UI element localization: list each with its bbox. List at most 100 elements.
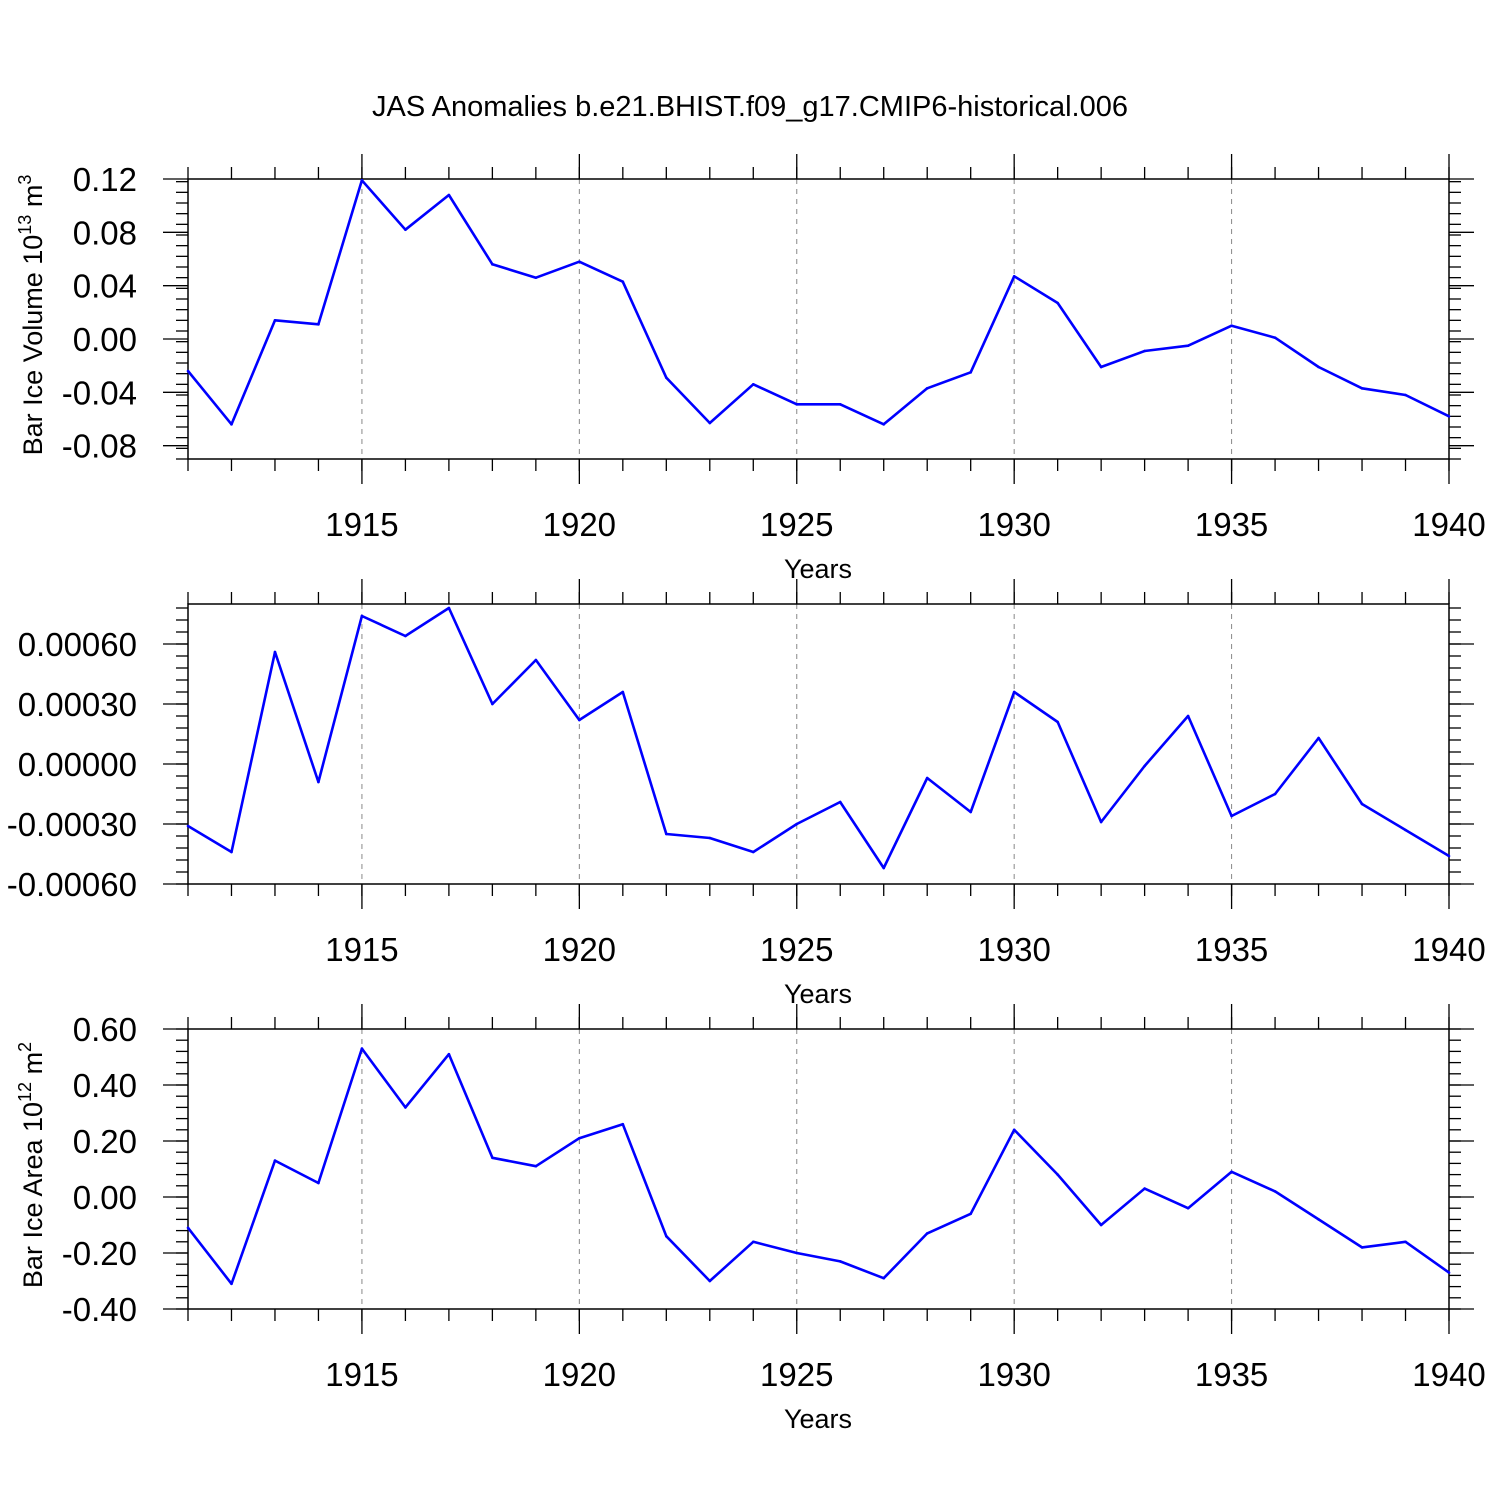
data-point (273, 1159, 277, 1162)
data-point (1447, 1271, 1451, 1274)
data-point (447, 193, 451, 197)
y-tick-label: 0.40 (73, 1067, 137, 1104)
data-point (621, 1122, 625, 1126)
data-point (230, 850, 233, 854)
data-point (1273, 336, 1277, 339)
y-tick-label: 0.04 (73, 268, 137, 305)
data-point (665, 376, 668, 379)
data-point (1317, 736, 1320, 740)
data-point (491, 1156, 494, 1160)
x-tick-label: 1925 (760, 506, 833, 543)
panel-2: 1915 1920 1925 1930 1935 1940 -0.00060 -0.00030… (7, 579, 1486, 1009)
data-point (230, 423, 233, 426)
data-point (882, 423, 886, 426)
data-point (360, 1047, 364, 1050)
data-point (969, 810, 972, 814)
data-point (404, 634, 407, 638)
data-point (838, 403, 842, 406)
data-point (838, 1260, 842, 1263)
plot-frame (187, 1028, 1450, 1310)
series-line (187, 606, 1450, 870)
data-point (1404, 828, 1407, 832)
data-point (708, 421, 712, 425)
y-tick-label: -0.08 (62, 428, 137, 465)
data-point (925, 387, 929, 390)
data-point (534, 658, 538, 662)
y-tick-label: 0.08 (73, 214, 137, 251)
x-tick-label: 1920 (543, 1356, 616, 1393)
plot-frame (187, 178, 1450, 460)
data-point (1230, 324, 1233, 327)
plot-frame (187, 603, 1450, 885)
data-point (1099, 820, 1103, 824)
x-tick-label: 1935 (1195, 506, 1268, 543)
y-tick-label: 0.60 (73, 1011, 137, 1048)
data-point (491, 263, 494, 266)
data-point (795, 1251, 799, 1255)
data-point (447, 1052, 451, 1056)
x-axis-label: Years (784, 1404, 852, 1434)
data-point (708, 836, 712, 840)
data-point (578, 1136, 581, 1140)
data-point (1186, 1206, 1190, 1210)
data-point (360, 614, 364, 618)
data-point (1230, 1170, 1233, 1174)
data-point (795, 403, 799, 406)
data-point (1404, 393, 1407, 397)
data-point (795, 822, 799, 826)
data-point (1447, 854, 1451, 858)
data-point (1360, 387, 1364, 390)
x-axis-label: Years (784, 554, 852, 584)
data-point (665, 1234, 668, 1238)
data-point (186, 824, 190, 828)
data-point (925, 1232, 929, 1235)
data-point (317, 323, 320, 326)
data-point (1143, 764, 1146, 768)
data-point (1360, 802, 1364, 806)
panel-1: 1915 1920 1925 1930 1935 1940 -0.08 -0.04 0.00 0.… (15, 154, 1486, 584)
data-point (925, 776, 929, 780)
data-point (621, 690, 625, 694)
x-tick-label: 1915 (325, 506, 398, 543)
data-point (1447, 415, 1451, 418)
x-tick-label: 1935 (1195, 1356, 1268, 1393)
data-point (1317, 365, 1320, 369)
data-point (578, 260, 581, 263)
y-tick-label: 0.00000 (18, 746, 137, 783)
y-tick-label: 0.00 (73, 321, 137, 358)
data-point (1012, 690, 1016, 694)
data-point (186, 369, 190, 373)
data-point (1143, 1187, 1146, 1190)
data-point (708, 1279, 712, 1283)
x-tick-label: 1930 (977, 506, 1050, 543)
data-point (1099, 1223, 1103, 1227)
data-point (1056, 720, 1059, 724)
data-point (751, 383, 755, 386)
data-point (186, 1226, 190, 1230)
y-tick-label: 0.20 (73, 1123, 137, 1160)
data-point (273, 319, 277, 322)
data-point (1360, 1246, 1364, 1249)
data-point (1012, 1128, 1016, 1132)
y-tick-label: 0.12 (73, 161, 137, 198)
data-point (491, 702, 494, 706)
x-tick-label: 1915 (325, 931, 398, 968)
data-point (273, 650, 277, 654)
x-tick-label: 1920 (543, 931, 616, 968)
data-point (230, 1282, 233, 1286)
data-point (1099, 365, 1103, 369)
y-tick-label: -0.04 (62, 374, 137, 411)
y-tick-label: 0.00060 (18, 626, 137, 663)
data-point (969, 371, 972, 374)
data-point (534, 276, 538, 279)
x-tick-label: 1930 (977, 931, 1050, 968)
x-tick-label: 1925 (760, 1356, 833, 1393)
y-tick-label: -0.00060 (7, 866, 137, 903)
x-tick-label: 1915 (325, 1356, 398, 1393)
data-point (751, 850, 755, 854)
x-tick-label: 1920 (543, 506, 616, 543)
data-point (1012, 275, 1016, 278)
x-tick-label: 1940 (1412, 931, 1485, 968)
data-point (1143, 349, 1146, 353)
